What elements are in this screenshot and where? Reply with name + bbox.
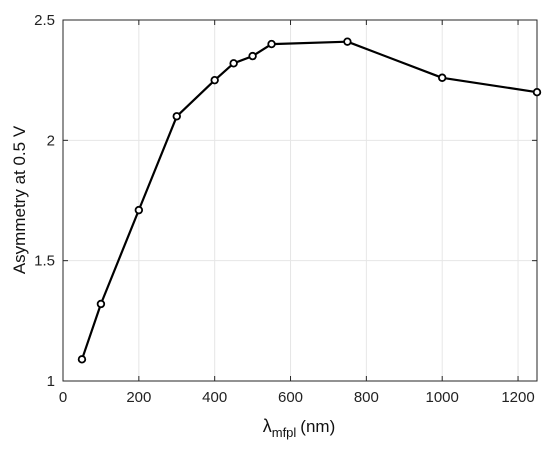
data-point (229, 59, 238, 68)
x-tick-label: 0 (59, 389, 67, 406)
x-tick-label: 200 (126, 389, 151, 406)
data-point (77, 355, 87, 364)
data-point (343, 37, 352, 46)
series-line (80, 40, 538, 360)
x-tick-label: 1000 (426, 389, 459, 406)
grid-lines (63, 20, 537, 381)
plot-frame (62, 19, 538, 382)
x-tick-label: 800 (354, 389, 379, 406)
data-point (248, 51, 257, 61)
data-point (532, 87, 542, 97)
data-point (438, 73, 447, 82)
y-tick-label: 2.5 (34, 12, 55, 29)
data-point (134, 205, 144, 215)
y-tick-label: 2 (47, 132, 55, 149)
data-series (77, 37, 542, 364)
y-tick-label: 1.5 (34, 253, 55, 270)
plot-axes (62, 19, 538, 382)
x-axis-label: λmfpl (nm) (263, 416, 336, 440)
y-tick-label: 1 (47, 373, 55, 390)
data-point (210, 75, 219, 85)
x-tick-label: 1200 (501, 389, 534, 406)
x-axis-label-units: (nm) (300, 417, 335, 436)
data-point (172, 112, 181, 121)
data-point (96, 299, 106, 309)
x-tick-labels: 0 200 400 600 800 1000 1200 (59, 389, 535, 406)
y-tick-labels: 1 1.5 2 2.5 (34, 12, 55, 390)
data-point (267, 39, 276, 49)
x-axis-label-symbol: λ (263, 416, 272, 436)
x-tick-label: 600 (278, 389, 303, 406)
y-axis-label: Asymmetry at 0.5 V (10, 125, 29, 274)
x-axis-label-subscript: mfpl (272, 425, 297, 440)
x-tick-label: 400 (202, 389, 227, 406)
